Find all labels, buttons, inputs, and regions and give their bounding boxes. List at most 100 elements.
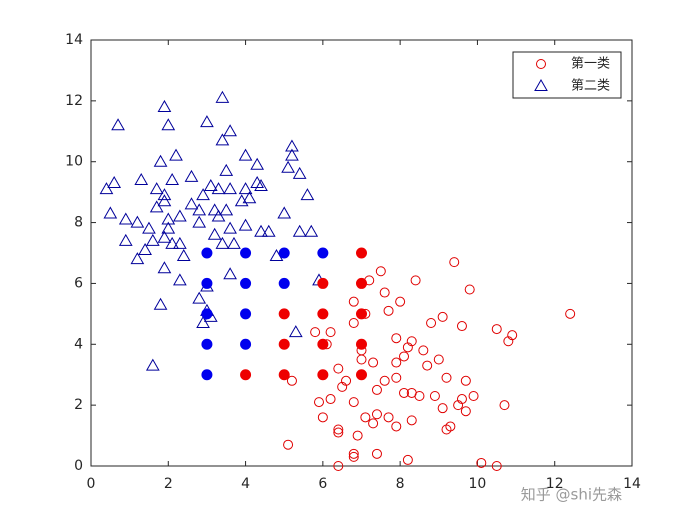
y-tick-label: 2 xyxy=(74,397,83,413)
point xyxy=(391,333,402,344)
point xyxy=(242,191,257,204)
point xyxy=(153,297,168,310)
point xyxy=(192,203,207,216)
point xyxy=(356,369,367,381)
point xyxy=(192,291,207,304)
point xyxy=(399,387,410,398)
point xyxy=(292,166,307,179)
point xyxy=(107,176,122,189)
point xyxy=(227,236,241,249)
point xyxy=(491,324,502,335)
point xyxy=(111,118,125,131)
point xyxy=(157,99,172,112)
point xyxy=(356,338,367,350)
point xyxy=(142,221,156,234)
x-tick-label: 10 xyxy=(469,476,487,492)
point xyxy=(449,257,460,268)
point xyxy=(371,448,382,459)
point xyxy=(161,221,176,234)
point xyxy=(219,203,234,216)
point xyxy=(348,397,359,408)
y-tick-label: 6 xyxy=(74,275,83,291)
x-tick-label: 6 xyxy=(318,476,327,492)
point xyxy=(325,394,336,405)
point xyxy=(406,336,417,347)
point xyxy=(414,391,425,402)
point xyxy=(240,308,252,320)
y-tick-label: 0 xyxy=(74,458,83,474)
point xyxy=(503,336,514,347)
point xyxy=(173,209,187,222)
point xyxy=(157,194,172,207)
point xyxy=(169,148,183,161)
point xyxy=(240,277,252,289)
point xyxy=(317,308,329,320)
point xyxy=(333,363,344,374)
point xyxy=(352,430,363,441)
point xyxy=(278,308,290,320)
point xyxy=(468,391,479,402)
point xyxy=(437,403,448,414)
point xyxy=(348,448,359,459)
y-tick-label: 12 xyxy=(65,93,83,109)
point xyxy=(161,118,176,131)
point xyxy=(375,266,386,277)
point xyxy=(356,308,367,320)
point xyxy=(356,277,367,289)
point xyxy=(157,230,172,243)
x-tick-label: 4 xyxy=(241,476,250,492)
point xyxy=(145,358,160,371)
point xyxy=(223,221,237,234)
point xyxy=(278,369,290,381)
point xyxy=(261,224,276,237)
point xyxy=(211,209,226,222)
point xyxy=(215,133,230,146)
point xyxy=(278,338,290,350)
point xyxy=(240,369,252,381)
point xyxy=(441,372,452,383)
point xyxy=(196,315,210,328)
point xyxy=(173,236,187,249)
point xyxy=(453,400,464,411)
point xyxy=(464,284,475,295)
point xyxy=(383,412,394,423)
point xyxy=(418,345,429,356)
point xyxy=(192,215,207,228)
point xyxy=(371,384,382,395)
point xyxy=(201,247,213,259)
point xyxy=(317,247,329,259)
point xyxy=(317,338,329,350)
point xyxy=(238,148,253,161)
point xyxy=(285,148,299,161)
point xyxy=(207,227,222,240)
point xyxy=(173,273,187,286)
point xyxy=(422,360,433,371)
point xyxy=(215,90,230,103)
point xyxy=(254,224,268,237)
legend-label: 第二类 xyxy=(571,79,610,94)
point xyxy=(223,182,237,195)
point xyxy=(348,317,359,328)
point xyxy=(313,397,324,408)
point xyxy=(223,267,237,280)
point xyxy=(317,412,328,423)
point xyxy=(395,296,406,307)
x-tick-label: 12 xyxy=(546,476,564,492)
point xyxy=(238,182,253,195)
point xyxy=(118,233,133,246)
point xyxy=(499,400,510,411)
point xyxy=(149,182,164,195)
point xyxy=(476,457,487,468)
point xyxy=(426,317,437,328)
point xyxy=(278,247,290,259)
point xyxy=(134,172,149,185)
point xyxy=(176,249,191,262)
point xyxy=(402,454,413,465)
point xyxy=(165,172,180,185)
point xyxy=(410,275,421,286)
point xyxy=(153,154,168,167)
point xyxy=(250,157,265,170)
point xyxy=(379,375,390,386)
point xyxy=(145,233,160,246)
